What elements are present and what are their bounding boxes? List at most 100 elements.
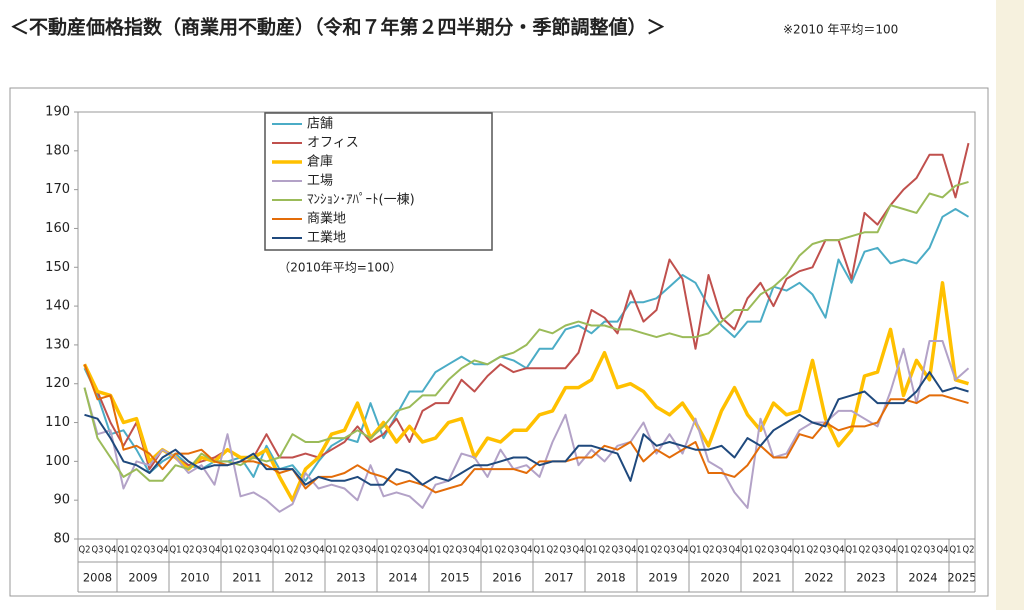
chart: ＜不動産価格指数（商業用不動産）（令和７年第２四半期分・季節調整値）＞ ※201… — [9, 16, 989, 597]
year-label: 2011 — [232, 571, 261, 585]
x-tick-label: Q2 — [287, 545, 299, 556]
x-tick-label: Q3 — [456, 545, 468, 556]
x-tick-label: Q3 — [768, 545, 780, 556]
x-tick-label: Q4 — [729, 545, 741, 556]
legend-label: 工場 — [307, 174, 333, 189]
year-label: 2013 — [336, 571, 365, 585]
x-tick-label: Q1 — [378, 545, 390, 556]
y-tick-label: 140 — [45, 299, 70, 314]
year-label: 2020 — [700, 571, 729, 585]
y-tick-label: 160 — [45, 221, 70, 236]
x-tick-label: Q1 — [274, 545, 286, 556]
x-tick-label: Q3 — [612, 545, 624, 556]
y-tick-label: 190 — [45, 105, 70, 120]
x-tick-label: Q4 — [417, 545, 429, 556]
x-tick-label: Q2 — [807, 545, 819, 556]
x-tick-label: Q4 — [313, 545, 325, 556]
legend-label: オフィス — [307, 136, 359, 151]
y-tick-label: 90 — [53, 493, 70, 508]
x-tick-label: Q2 — [235, 545, 247, 556]
year-label: 2009 — [128, 571, 157, 585]
plot-area — [77, 111, 976, 540]
x-tick-label: Q1 — [326, 545, 338, 556]
x-tick-label: Q3 — [404, 545, 416, 556]
legend — [264, 112, 493, 251]
year-label: 2008 — [83, 571, 112, 585]
y-tick-label: 170 — [45, 182, 70, 197]
x-tick-label: Q1 — [950, 545, 962, 556]
year-label: 2022 — [804, 571, 833, 585]
side-panel — [996, 0, 1024, 610]
x-tick-label: Q2 — [391, 545, 403, 556]
x-tick-label: Q2 — [963, 545, 975, 556]
x-tick-label: Q1 — [638, 545, 650, 556]
x-tick-label: Q1 — [170, 545, 182, 556]
x-tick-label: Q2 — [911, 545, 923, 556]
x-tick-label: Q4 — [157, 545, 169, 556]
year-label: 2017 — [544, 571, 573, 585]
x-tick-label: Q1 — [794, 545, 806, 556]
x-tick-label: Q3 — [92, 545, 104, 556]
x-tick-label: Q4 — [885, 545, 897, 556]
x-tick-label: Q1 — [690, 545, 702, 556]
y-tick-label: 80 — [53, 532, 70, 547]
x-tick-label: Q1 — [742, 545, 754, 556]
chart-subtitle: ※2010 年平均＝100 — [783, 23, 898, 37]
x-tick-label: Q4 — [365, 545, 377, 556]
series-line — [83, 340, 970, 513]
x-tick-label: Q4 — [833, 545, 845, 556]
x-tick-label: Q4 — [521, 545, 533, 556]
series-line — [83, 180, 969, 482]
year-label: 2021 — [752, 571, 781, 585]
chart-frame — [9, 87, 989, 597]
x-tick-label: Q1 — [846, 545, 858, 556]
x-tick-label: Q1 — [118, 545, 130, 556]
x-tick-label: Q1 — [430, 545, 442, 556]
year-label: 2023 — [856, 571, 885, 585]
x-tick-label: Q2 — [79, 545, 91, 556]
x-tick-label: Q1 — [534, 545, 546, 556]
y-tick-label: 180 — [45, 143, 70, 158]
x-tick-label: Q3 — [924, 545, 936, 556]
y-tick-label: 120 — [45, 376, 70, 391]
x-tick-label: Q3 — [248, 545, 260, 556]
year-label: 2025 — [947, 571, 976, 585]
legend-label: 商業地 — [307, 211, 346, 227]
x-tick-label: Q3 — [872, 545, 884, 556]
x-tick-label: Q4 — [469, 545, 481, 556]
year-label: 2018 — [596, 571, 625, 585]
x-tick-label: Q1 — [482, 545, 494, 556]
x-tick-label: Q2 — [131, 545, 143, 556]
legend-label: 工業地 — [307, 230, 346, 246]
legend-label: ﾏﾝｼｮﾝ･ｱﾊﾟｰﾄ(一棟) — [307, 193, 415, 208]
x-tick-label: Q4 — [937, 545, 949, 556]
x-tick-label: Q2 — [339, 545, 351, 556]
x-tick-label: Q2 — [859, 545, 871, 556]
year-label: 2024 — [908, 571, 937, 585]
x-tick-label: Q3 — [820, 545, 832, 556]
year-label: 2019 — [648, 571, 677, 585]
year-label: 2012 — [284, 571, 313, 585]
x-tick-label: Q3 — [300, 545, 312, 556]
x-tick-label: Q2 — [495, 545, 507, 556]
x-tick-label: Q3 — [196, 545, 208, 556]
x-tick-label: Q3 — [664, 545, 676, 556]
x-tick-label: Q2 — [651, 545, 663, 556]
x-tick-label: Q3 — [716, 545, 728, 556]
x-tick-label: Q2 — [599, 545, 611, 556]
year-label: 2014 — [388, 571, 417, 585]
y-tick-label: 110 — [45, 415, 70, 430]
x-tick-label: Q1 — [222, 545, 234, 556]
x-tick-label: Q1 — [586, 545, 598, 556]
x-tick-label: Q2 — [703, 545, 715, 556]
x-tick-label: Q4 — [781, 545, 793, 556]
x-tick-label: Q2 — [443, 545, 455, 556]
x-tick-label: Q4 — [209, 545, 221, 556]
x-tick-label: Q4 — [573, 545, 585, 556]
year-label: 2015 — [440, 571, 469, 585]
x-tick-label: Q2 — [547, 545, 559, 556]
y-tick-label: 130 — [45, 337, 70, 352]
x-tick-label: Q2 — [755, 545, 767, 556]
x-tick-label: Q4 — [677, 545, 689, 556]
